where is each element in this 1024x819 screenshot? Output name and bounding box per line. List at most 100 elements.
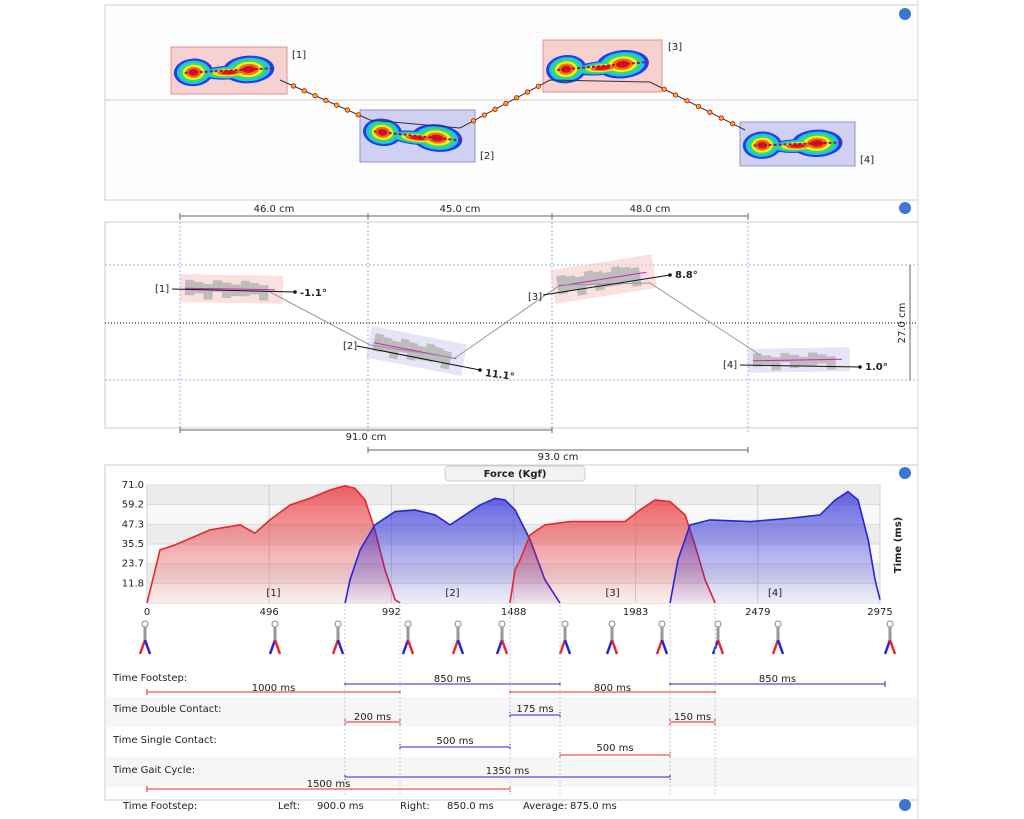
status-average-value: 875.0 ms (570, 801, 617, 812)
stride-length: 93.0 cm (538, 452, 579, 463)
path-dot (481, 112, 487, 118)
heatmap-foot (742, 129, 843, 159)
y-tick-label: 71.0 (122, 480, 144, 491)
y-tick-label: 23.7 (122, 559, 144, 570)
walker-icon (558, 620, 572, 655)
path-dot (344, 107, 351, 113)
foot-pixels (240, 280, 251, 297)
status-left-label: Left: (278, 801, 300, 812)
collapse-button[interactable] (899, 8, 911, 20)
force-area (345, 498, 560, 603)
footprint-label: [2] (343, 341, 357, 352)
x-tick-label: 1983 (623, 607, 648, 618)
x-tick-label: 1488 (501, 607, 526, 618)
angle-pointer-end (293, 290, 297, 294)
walker-head (498, 620, 506, 628)
stride-length: 91.0 cm (346, 432, 387, 443)
timing-value: 200 ms (354, 712, 391, 723)
walker-leg (605, 639, 614, 655)
footprint-label: [4] (860, 155, 874, 166)
foot-pixels (565, 275, 577, 292)
collapse-button[interactable] (899, 202, 911, 214)
walker-leg (331, 639, 340, 655)
foot-pixels (583, 270, 595, 287)
series-label: [3] (605, 588, 619, 599)
timing-value: 850 ms (759, 674, 796, 685)
foot-pixels (194, 281, 204, 294)
foot-pixels (249, 282, 260, 295)
measure-panel (104, 221, 919, 429)
walker-leg (716, 639, 725, 655)
y-tick-label: 35.5 (122, 539, 144, 550)
path-dot (503, 100, 509, 107)
foot-pixels (826, 356, 836, 370)
angle-pointer-end (478, 368, 482, 372)
walker-leg (771, 639, 780, 655)
foot-angle: 1.0° (865, 362, 888, 373)
path-dot (323, 97, 329, 104)
collapse-button[interactable] (899, 467, 911, 479)
walker-icon (883, 620, 897, 655)
foot-pixels (372, 333, 385, 353)
heatmap-foot (363, 118, 463, 152)
y-axis-label: Time (ms) (893, 517, 904, 573)
angle-pointer (171, 288, 296, 293)
force-line (669, 490, 881, 604)
step-length: 45.0 cm (440, 204, 481, 215)
foot-pixels (771, 357, 781, 371)
path-dot (707, 109, 713, 115)
walker-leg (495, 639, 504, 655)
angle-pointer (356, 345, 481, 371)
timing-value: 150 ms (674, 712, 711, 723)
walker-icon (138, 620, 152, 655)
foot-axis (557, 61, 648, 71)
foot-pixels (817, 354, 827, 364)
foot-axis (557, 271, 647, 287)
walker-head (141, 620, 149, 628)
path-dot (514, 95, 520, 101)
walker-head (886, 620, 894, 628)
y-tick-label: 11.8 (122, 578, 144, 589)
timing-row-label: Time Double Contact: (112, 704, 222, 715)
walker-leg (610, 639, 619, 655)
walker-leg (563, 639, 572, 655)
force-area (670, 491, 880, 603)
angle-pointer (542, 274, 671, 296)
timing-value: 800 ms (594, 683, 631, 694)
foot-angle: -1.1° (300, 288, 327, 299)
walker-icon (771, 620, 785, 655)
foot-pixels (432, 346, 444, 362)
series-label: [1] (266, 588, 280, 599)
heatmap-foot (546, 49, 649, 84)
collapse-button[interactable] (899, 799, 911, 811)
walker-leg (143, 639, 152, 655)
status-right-value: 850.0 ms (447, 801, 494, 812)
walker-head (334, 620, 342, 628)
timing-row-label: Time Single Contact: (112, 735, 217, 746)
x-tick-label: 496 (260, 607, 279, 618)
foot-pixels (620, 266, 632, 283)
walker-leg (401, 639, 410, 655)
series-label: [4] (768, 588, 782, 599)
heatmap-foot (173, 55, 275, 87)
status-average-label: Average: (523, 801, 567, 812)
walker-head (658, 620, 666, 628)
path-dot (695, 103, 702, 110)
heat-blob (810, 139, 824, 147)
path-dot (470, 118, 477, 124)
path-dot (673, 92, 679, 98)
foot-axis (752, 358, 843, 362)
foot-pixels (789, 354, 800, 369)
path-dot (290, 83, 297, 89)
walker-leg (660, 639, 669, 655)
path-dot (334, 102, 340, 108)
foot-outline (549, 254, 658, 304)
walker-icon (331, 620, 345, 655)
foot-outline (747, 347, 851, 373)
heat-blob (377, 128, 388, 136)
walker-head (404, 620, 412, 628)
walker-leg (655, 639, 664, 655)
walker-icon (268, 620, 282, 655)
